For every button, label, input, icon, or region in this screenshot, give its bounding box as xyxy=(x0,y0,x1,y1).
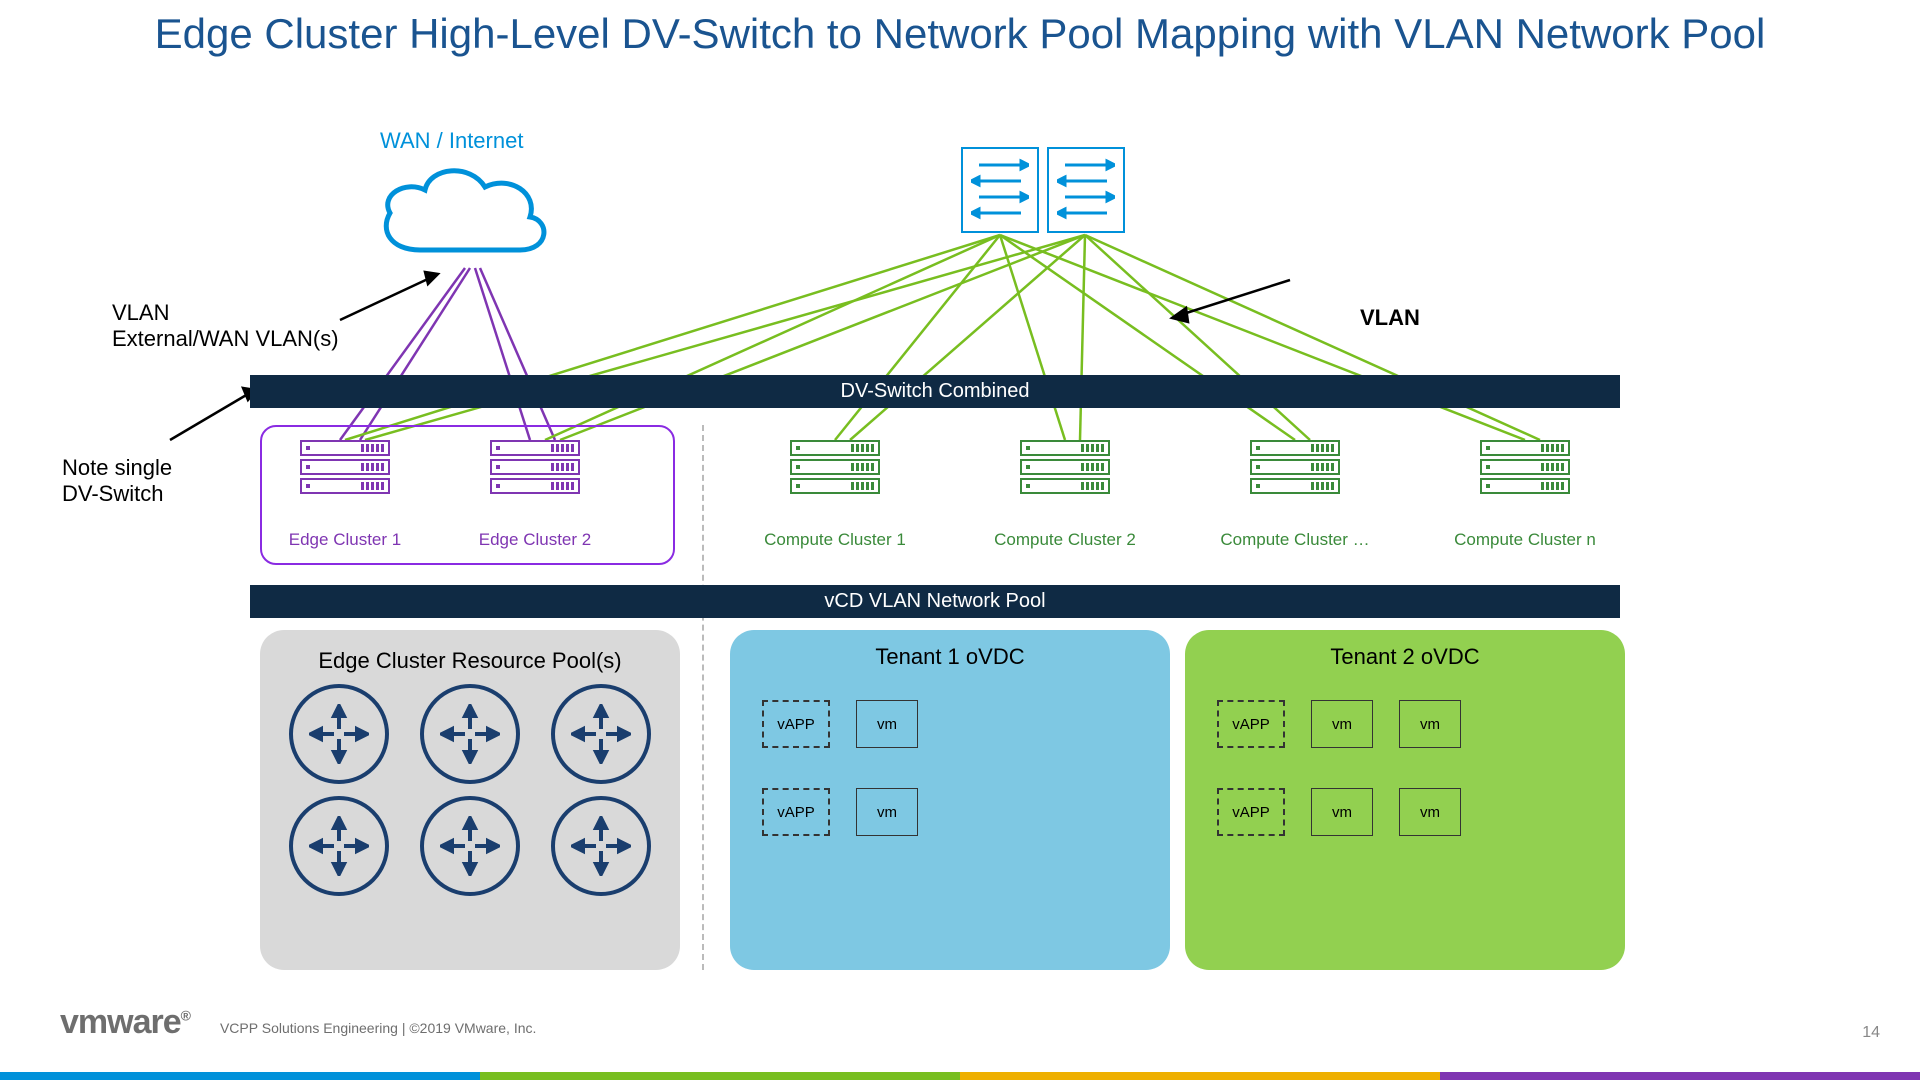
tenant-box: Tenant 2 oVDCvAPPvmvmvAPPvmvm xyxy=(1185,630,1625,970)
tenant-title: Tenant 1 oVDC xyxy=(750,644,1150,670)
router-icon xyxy=(551,684,651,784)
vm-box: vm xyxy=(1399,700,1461,748)
resource-pool-title: Edge Cluster Resource Pool(s) xyxy=(280,648,660,674)
tenant-title: Tenant 2 oVDC xyxy=(1205,644,1605,670)
vm-box: vm xyxy=(856,700,918,748)
router-grid xyxy=(280,684,660,896)
server-icon xyxy=(490,440,580,494)
pool-bar: vCD VLAN Network Pool xyxy=(250,585,1620,618)
cluster-label: Compute Cluster n xyxy=(1445,530,1605,550)
vm-box: vm xyxy=(1311,788,1373,836)
router-icon xyxy=(420,796,520,896)
router-icon xyxy=(289,796,389,896)
server-icon xyxy=(790,440,880,494)
cluster-label: Compute Cluster 1 xyxy=(755,530,915,550)
cluster-label: Edge Cluster 2 xyxy=(455,530,615,550)
vapp-box: vAPP xyxy=(762,788,830,836)
vm-box: vm xyxy=(1399,788,1461,836)
resource-pool: Edge Cluster Resource Pool(s) xyxy=(260,630,680,970)
tenant-box: Tenant 1 oVDC vAPP vmvAPP vm xyxy=(730,630,1170,970)
footer: vmware® VCPP Solutions Engineering | ©20… xyxy=(60,1003,536,1042)
cluster-label: Compute Cluster 2 xyxy=(985,530,1145,550)
router-icon xyxy=(551,796,651,896)
annotation-note-single: Note single DV-Switch xyxy=(62,455,172,507)
gradient-bar xyxy=(0,1072,1920,1080)
dvswitch-bar: DV-Switch Combined xyxy=(250,375,1620,408)
vm-box: vm xyxy=(1311,700,1373,748)
vmware-logo: vmware® xyxy=(60,1003,190,1042)
annotation-vlan-right: VLAN xyxy=(1360,305,1420,331)
vm-box: vm xyxy=(856,788,918,836)
server-icon xyxy=(1250,440,1340,494)
vapp-box: vAPP xyxy=(762,700,830,748)
cluster-label: Compute Cluster … xyxy=(1215,530,1375,550)
vapp-box: vAPP xyxy=(1217,700,1285,748)
page-number: 14 xyxy=(1862,1024,1880,1042)
vapp-box: vAPP xyxy=(1217,788,1285,836)
server-icon xyxy=(1020,440,1110,494)
router-icon xyxy=(420,684,520,784)
annotation-vlan-ext: VLAN External/WAN VLAN(s) xyxy=(112,300,339,352)
footer-text: VCPP Solutions Engineering | ©2019 VMwar… xyxy=(220,1020,536,1036)
divider xyxy=(702,425,704,970)
server-icon xyxy=(1480,440,1570,494)
server-icon xyxy=(300,440,390,494)
cluster-label: Edge Cluster 1 xyxy=(265,530,425,550)
router-icon xyxy=(289,684,389,784)
